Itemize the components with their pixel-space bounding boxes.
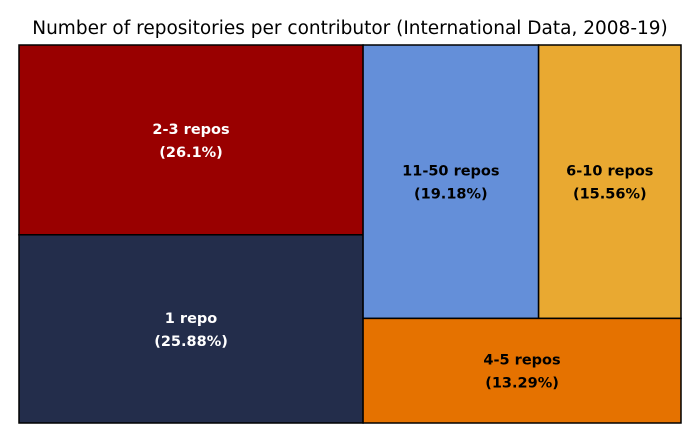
- tile-percentage: (13.29%): [485, 376, 559, 392]
- chart-title: Number of repositories per contributor (…: [32, 18, 668, 39]
- tile-rect-2-3-repos: [18, 44, 364, 236]
- tile-percentage: (19.18%): [414, 187, 488, 203]
- tile-label: 4-5 repos: [483, 353, 560, 369]
- tile-label: 2-3 repos: [152, 122, 229, 138]
- tile-percentage: (15.56%): [573, 187, 647, 203]
- tile-label: 6-10 repos: [566, 164, 653, 180]
- tile-4-5-repos: 4-5 repos (13.29%): [362, 317, 682, 424]
- tile-label: 1 repo: [165, 311, 218, 327]
- tile-rect-11-50-repos: [362, 44, 540, 320]
- tile-percentage: (26.1%): [159, 145, 223, 161]
- treemap-tiles: 2-3 repos (26.1%) 1 repo (25.88%) 11-50 repo…: [18, 44, 682, 424]
- tile-2-3-repos: 2-3 repos (26.1%): [18, 44, 364, 236]
- tile-rect-1-repo: [18, 234, 364, 424]
- tile-rect-6-10-repos: [537, 44, 682, 320]
- tile-label: 11-50 repos: [402, 164, 499, 180]
- tile-11-50-repos: 11-50 repos (19.18%): [362, 44, 540, 320]
- tile-rect-4-5-repos: [362, 317, 682, 424]
- tile-percentage: (25.88%): [154, 334, 228, 350]
- tile-6-10-repos: 6-10 repos (15.56%): [537, 44, 682, 320]
- tile-1-repo: 1 repo (25.88%): [18, 234, 364, 424]
